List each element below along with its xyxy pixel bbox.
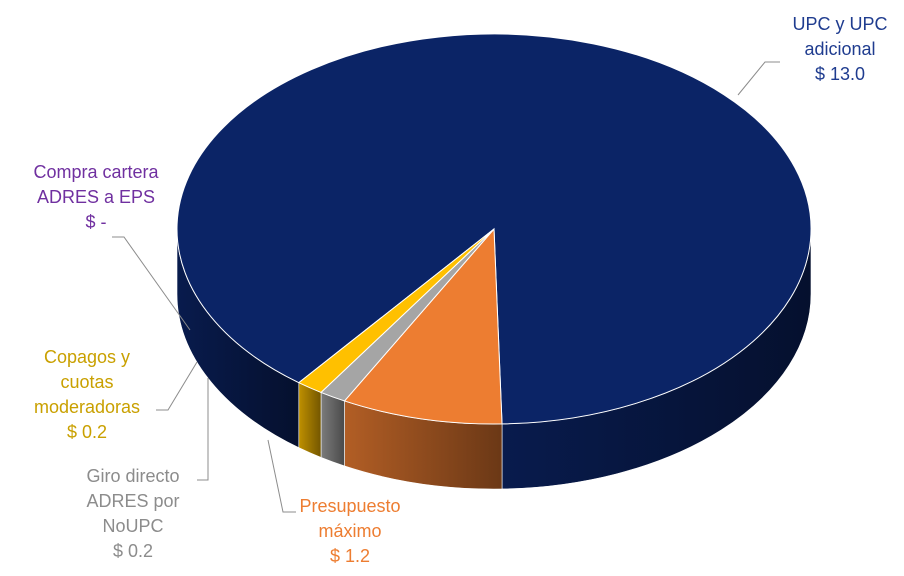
slice-name-line: UPC y UPC: [792, 14, 888, 34]
pie-slice: [297, 228, 495, 393]
pie-slice-side: [320, 391, 345, 467]
slice-value: $ 0.2: [112, 541, 154, 561]
slice-value: $ 0.2: [66, 422, 108, 442]
slice-value: $ -: [85, 212, 107, 232]
slice-name-line: NoUPC: [102, 516, 164, 536]
pie-tops: [176, 33, 812, 425]
leader-line: [112, 236, 191, 331]
slice-label-compra-cartera: Compra cartera ADRES a EPS $ -: [6, 160, 186, 235]
slice-name-line: cuotas: [60, 372, 114, 392]
slice-name-line: adicional: [804, 39, 876, 59]
slice-label-giro-directo: Giro directo ADRES por NoUPC $ 0.2: [68, 464, 198, 564]
slice-label-copagos: Copagos y cuotas moderadoras $ 0.2: [22, 345, 152, 445]
pie-slice-side: [298, 382, 322, 458]
pie-sides: [176, 228, 812, 490]
slice-name-line: Compra cartera: [33, 162, 159, 182]
slice-label-upc: UPC y UPC adicional $ 13.0: [785, 12, 895, 87]
slice-value: $ 1.2: [329, 546, 371, 566]
slice-name-line: ADRES por: [86, 491, 180, 511]
slice-name-line: Giro directo: [86, 466, 180, 486]
slice-value: $ 13.0: [814, 64, 866, 84]
slice-name-line: Presupuesto: [299, 496, 401, 516]
pie-slice: [343, 227, 503, 425]
leader-lines: [112, 61, 780, 513]
slice-name-line: moderadoras: [33, 397, 141, 417]
slice-name-line: ADRES a EPS: [36, 187, 156, 207]
leader-line: [737, 61, 780, 96]
slice-name-line: máximo: [318, 521, 382, 541]
leader-line: [197, 378, 209, 481]
leader-line: [267, 439, 296, 513]
slice-name-line: Copagos y: [43, 347, 131, 367]
slice-label-presupuesto: Presupuesto máximo $ 1.2: [290, 494, 410, 569]
leader-line: [156, 361, 198, 411]
